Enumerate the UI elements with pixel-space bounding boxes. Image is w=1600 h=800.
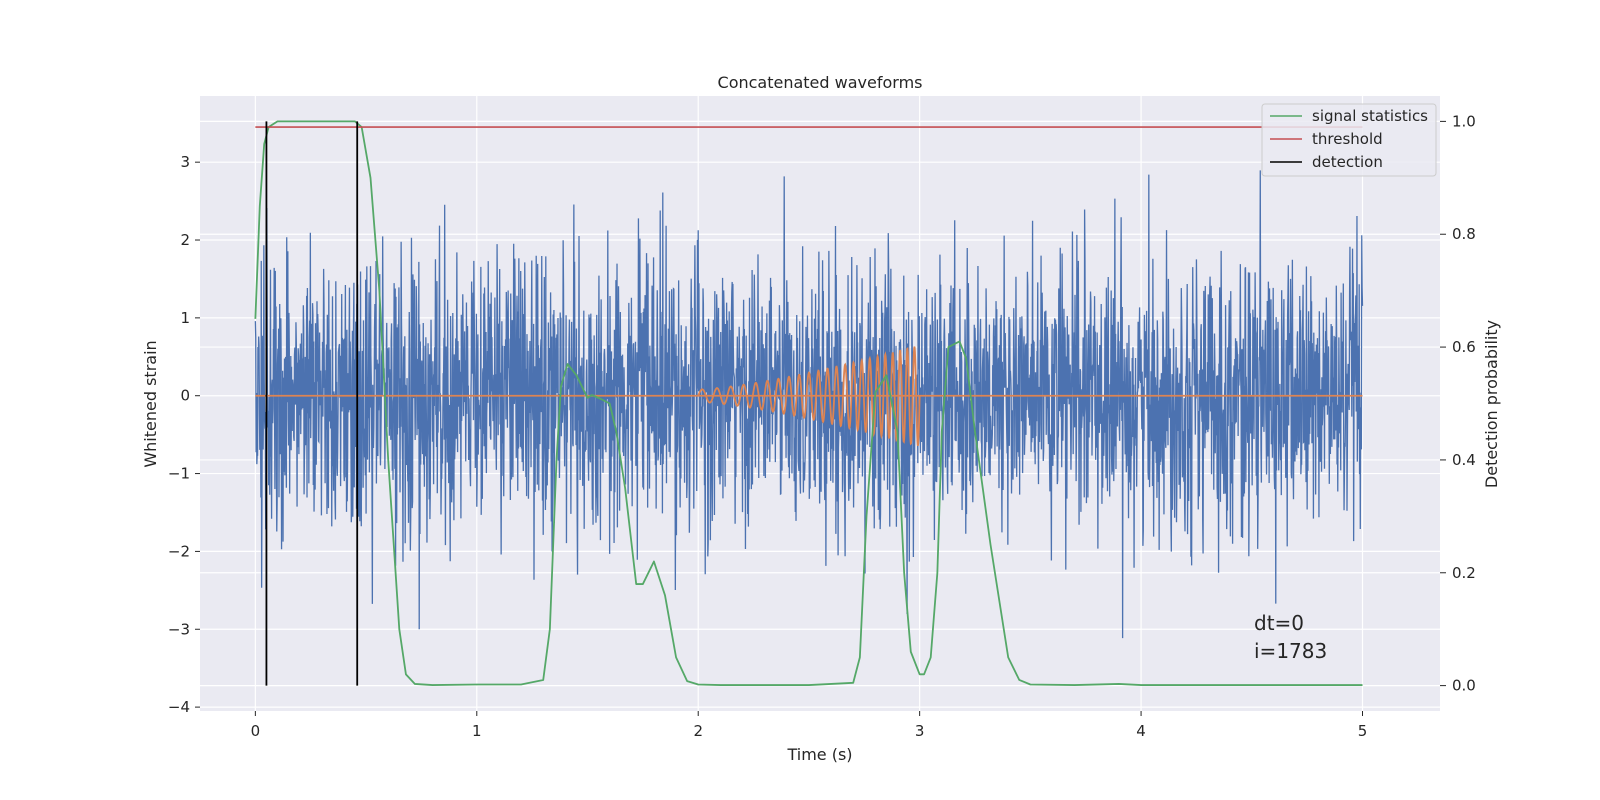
chirp-line	[697, 346, 921, 447]
y-tick-label: −4	[168, 698, 190, 716]
y-tick-label: 2	[180, 231, 190, 249]
detection-lines	[265, 121, 359, 686]
x-tick-label: 1	[472, 722, 482, 740]
x-tick-label: 3	[915, 722, 925, 740]
noise-line	[254, 170, 1364, 639]
y2-tick-label: 0.8	[1452, 225, 1476, 243]
signal-statistics-line	[254, 120, 1363, 686]
y2-axis-label: Detection probability	[1482, 320, 1501, 488]
x-ticks: 0 1 2 3 4 5	[251, 711, 1368, 740]
x-axis-label: Time (s)	[786, 745, 852, 764]
y-tick-label: 0	[180, 387, 190, 405]
chart-title: Concatenated waveforms	[718, 73, 923, 92]
y2-tick-label: 0.4	[1452, 451, 1476, 469]
y2-tick-label: 0.6	[1452, 338, 1476, 356]
signal-statistics-series	[254, 120, 1363, 686]
x-tick-label: 5	[1358, 722, 1368, 740]
y-tick-label: −3	[168, 620, 190, 638]
y-tick-label: 3	[180, 153, 190, 171]
y2-ticks: 0.0 0.2 0.4 0.6 0.8 1.0	[1440, 112, 1476, 695]
noise-series	[254, 170, 1364, 639]
y2-tick-label: 1.0	[1452, 112, 1476, 130]
chirp-series	[255, 346, 1363, 447]
x-tick-label: 4	[1136, 722, 1146, 740]
y-ticks: −4 −3 −2 −1 0 1 2 3	[168, 153, 200, 716]
legend-label-threshold: threshold	[1312, 130, 1383, 148]
legend-label-detection: detection	[1312, 153, 1383, 171]
x-tick-label: 2	[693, 722, 703, 740]
y-tick-label: −2	[168, 542, 190, 560]
annotation-dt: dt=0	[1254, 611, 1304, 635]
legend-label-signal-statistics: signal statistics	[1312, 107, 1428, 125]
y-axis-label: Whitened strain	[141, 340, 160, 467]
y2-tick-label: 0.2	[1452, 564, 1476, 582]
y-tick-label: 1	[180, 309, 190, 327]
legend-box	[1261, 103, 1437, 177]
legend: signal statistics threshold detection	[1261, 103, 1437, 177]
y2-tick-label: 0.0	[1452, 677, 1476, 695]
y-tick-label: −1	[168, 465, 190, 483]
annotation-i: i=1783	[1254, 639, 1327, 663]
x-tick-label: 0	[251, 722, 261, 740]
